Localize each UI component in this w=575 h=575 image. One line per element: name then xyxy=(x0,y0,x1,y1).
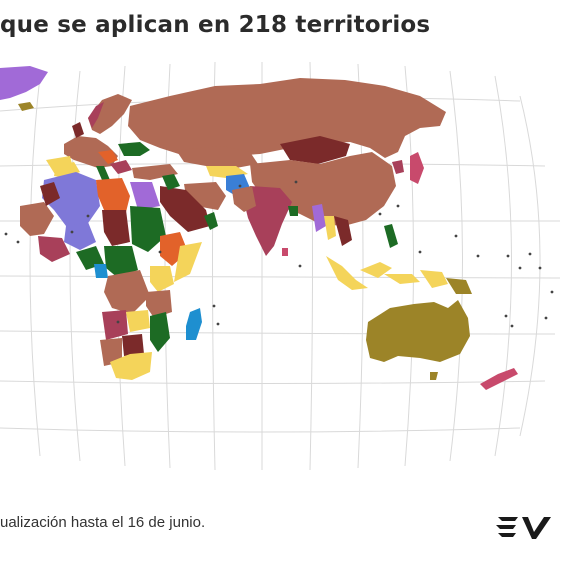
small-territory-dots xyxy=(4,180,554,328)
region-scandinavia xyxy=(88,94,132,134)
region-niger xyxy=(64,222,96,250)
region-bangladesh xyxy=(288,206,298,216)
ecuavisa-logo xyxy=(496,517,551,539)
region-botswana xyxy=(122,334,144,356)
region-japan xyxy=(410,152,424,184)
region-mongolia xyxy=(280,136,350,164)
region-coast-west xyxy=(38,236,70,262)
region-madagascar xyxy=(186,308,202,340)
region-papua-new-guinea xyxy=(446,278,472,294)
region-greenland-fragment xyxy=(18,102,34,111)
region-mozambique xyxy=(150,312,170,352)
region-tasmania xyxy=(430,372,438,380)
region-oman xyxy=(204,212,218,230)
region-myanmar xyxy=(312,204,326,232)
region-korea xyxy=(392,160,404,174)
region-new-zealand xyxy=(480,368,518,390)
region-india xyxy=(244,186,292,256)
region-namibia xyxy=(100,338,122,366)
region-drc xyxy=(104,270,150,314)
region-philippines xyxy=(384,224,398,248)
region-sudan xyxy=(130,206,166,252)
region-western-europe xyxy=(64,136,118,168)
region-west-africa xyxy=(20,202,54,236)
region-north-africa-west xyxy=(46,156,74,176)
region-north-america xyxy=(0,66,48,100)
region-chad xyxy=(102,210,130,246)
region-tanzania xyxy=(146,290,172,318)
region-thailand xyxy=(324,216,336,240)
region-egypt xyxy=(130,182,160,210)
region-gabon xyxy=(94,264,108,278)
region-levant xyxy=(162,174,180,190)
region-italy xyxy=(96,166,110,180)
region-libya xyxy=(96,178,130,212)
region-central-europe xyxy=(98,150,118,164)
region-arabia xyxy=(160,186,210,232)
region-pakistan xyxy=(232,186,256,212)
region-angola xyxy=(102,310,128,340)
region-algeria xyxy=(42,172,100,226)
footnote: ualización hasta el 16 de junio. xyxy=(0,514,206,531)
region-central-africa xyxy=(104,246,138,278)
region-ukraine xyxy=(118,142,150,156)
region-kenya xyxy=(150,266,174,292)
region-zambia xyxy=(126,310,150,332)
region-sri-lanka xyxy=(282,248,288,256)
region-norway xyxy=(88,102,104,128)
region-kazakhstan xyxy=(176,146,258,168)
region-south-africa xyxy=(110,352,152,380)
page-title: que se aplican en 218 territorios xyxy=(0,12,431,38)
region-mali xyxy=(40,182,60,206)
region-balkans xyxy=(110,160,132,174)
region-russia xyxy=(128,78,446,160)
region-australia xyxy=(366,300,470,362)
world-map xyxy=(0,61,561,471)
region-vietnam xyxy=(334,216,352,246)
region-uk xyxy=(72,122,84,138)
region-horn xyxy=(174,242,202,282)
region-indonesia xyxy=(326,256,448,290)
